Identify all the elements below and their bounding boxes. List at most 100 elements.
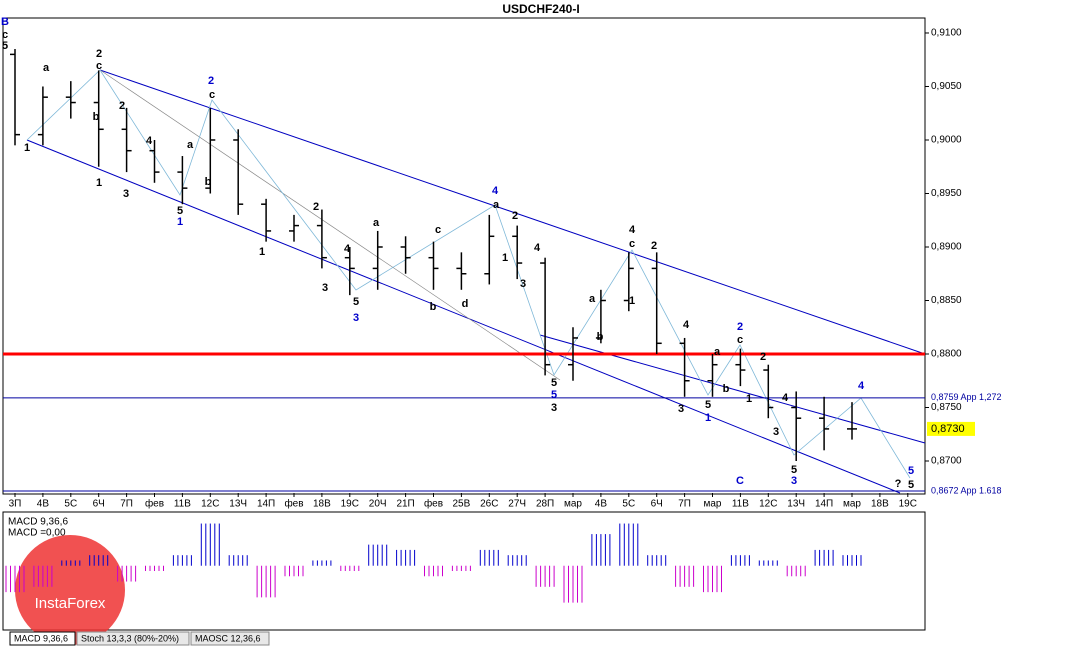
wave-label: 2 [760, 351, 766, 363]
wave-label: 2 [119, 100, 125, 112]
wave-label: c [209, 89, 215, 101]
wave-label: c [96, 60, 102, 72]
wave-label: 4 [492, 185, 499, 197]
x-tick-label: 11В [174, 499, 191, 510]
wave-label: 3 [773, 426, 779, 438]
wave-label: 5 [705, 399, 711, 411]
wave-label: 1 [177, 216, 183, 228]
chart-title: USDCHF240-I [502, 2, 579, 16]
wave-label: 5 [2, 40, 8, 52]
watermark: InstaForex [35, 595, 106, 612]
x-tick-label: 26С [480, 499, 498, 510]
x-tick-label: 25В [453, 499, 471, 510]
wave-label: C [736, 475, 744, 487]
x-tick-label: 20Ч [369, 499, 387, 510]
wave-label: 5 [908, 465, 914, 477]
wave-label: B [1, 16, 9, 28]
wave-label: a [43, 62, 50, 74]
x-tick-label: 14П [815, 499, 833, 510]
x-tick-label: 4В [37, 499, 50, 510]
x-tick-label: 14П [257, 499, 275, 510]
x-tick-label: 28П [536, 499, 554, 510]
wave-label: b [723, 383, 730, 395]
wave-label: 4 [858, 380, 865, 392]
x-tick-label: фев [424, 498, 443, 510]
x-tick-label: 7П [678, 499, 691, 510]
wave-label: c [2, 29, 8, 41]
wave-label: 5 [551, 389, 557, 401]
y-tick-label: 0,9050 [931, 81, 962, 92]
tab-label: Stoch 13,3,3 (80%-20%) [81, 633, 179, 643]
y-tick-label: 0,8950 [931, 188, 962, 199]
wave-label: c [737, 334, 743, 346]
wave-label: 5 [177, 205, 183, 217]
wave-label: 3 [551, 402, 557, 414]
wave-label: 1 [502, 252, 508, 264]
wave-label: 1 [96, 177, 102, 189]
x-tick-label: 18В [313, 499, 331, 510]
x-tick-label: 12С [201, 499, 219, 510]
x-tick-label: 4В [595, 499, 608, 510]
x-tick-label: 6Ч [651, 499, 663, 510]
wave-label: b [205, 176, 212, 188]
x-tick-label: 12С [759, 499, 777, 510]
level-label: 0,8672 App 1.618 [931, 485, 1002, 495]
wave-label: d [462, 298, 469, 310]
wave-label: 3 [123, 188, 129, 200]
y-tick-label: 0,8900 [931, 242, 962, 253]
wave-label: 5 [551, 377, 557, 389]
wave-label: 3 [322, 282, 328, 294]
wave-label: 2 [96, 48, 102, 60]
wave-label: c [629, 238, 635, 250]
wave-label: 1 [746, 393, 752, 405]
macd-value: MACD =0,00 [8, 528, 66, 539]
wave-label: 2 [737, 321, 743, 333]
x-tick-label: мар [843, 499, 861, 510]
y-tick-label: 0,9100 [931, 28, 962, 39]
tab[interactable] [76, 631, 190, 646]
x-tick-label: 19С [899, 499, 917, 510]
x-tick-label: 27Ч [508, 499, 526, 510]
wave-label: ? [895, 478, 902, 490]
macd-label: MACD 9,36,6 [8, 517, 68, 528]
wave-label: a [187, 139, 194, 151]
price-pane [2, 17, 926, 495]
wave-label: 5 [908, 479, 914, 491]
x-tick-label: 3П [9, 499, 22, 510]
x-tick-label: 5С [64, 499, 77, 510]
wave-label: 5 [791, 464, 797, 476]
wave-label: 1 [705, 412, 711, 424]
watermark-badge: InstaForex [15, 535, 125, 645]
x-tick-label: фев [145, 498, 164, 510]
wave-label: 3 [353, 312, 359, 324]
x-tick-label: 13Ч [787, 499, 805, 510]
wave-label: 1 [629, 295, 635, 307]
tab-label: MACD 9,36,6 [14, 633, 68, 643]
tabs: MACD 9,36,6 Stoch 13,3,3 (80%-20%) MAOSC… [9, 631, 270, 646]
x-tick-label: 21П [396, 499, 414, 510]
wave-label: 2 [313, 201, 319, 213]
wave-label: 4 [782, 392, 789, 404]
wave-label: 1 [259, 246, 265, 258]
wave-label: 4 [683, 319, 690, 331]
level-label: 0,8759 App 1,272 [931, 392, 1002, 402]
tab[interactable] [190, 631, 270, 646]
x-tick-label: 18В [871, 499, 889, 510]
y-tick-label: 0,8850 [931, 295, 962, 306]
wave-label: a [714, 346, 721, 358]
wave-label: 3 [520, 278, 526, 290]
wave-label: b [597, 331, 604, 343]
x-tick-label: 13Ч [229, 499, 247, 510]
tab-label: MAOSC 12,36,6 [195, 633, 261, 643]
tab[interactable] [9, 631, 76, 646]
y-tick-label: 0,8800 [931, 349, 962, 360]
wave-label: 1 [24, 142, 30, 154]
wave-label: b [430, 301, 437, 313]
wave-label: a [589, 293, 596, 305]
wave-label: a [493, 199, 500, 211]
macd-pane [2, 511, 926, 631]
x-tick-label: 5С [622, 499, 635, 510]
x-tick-label: мар [704, 499, 722, 510]
wave-label: 2 [651, 240, 657, 252]
wave-label: 5 [353, 296, 359, 308]
